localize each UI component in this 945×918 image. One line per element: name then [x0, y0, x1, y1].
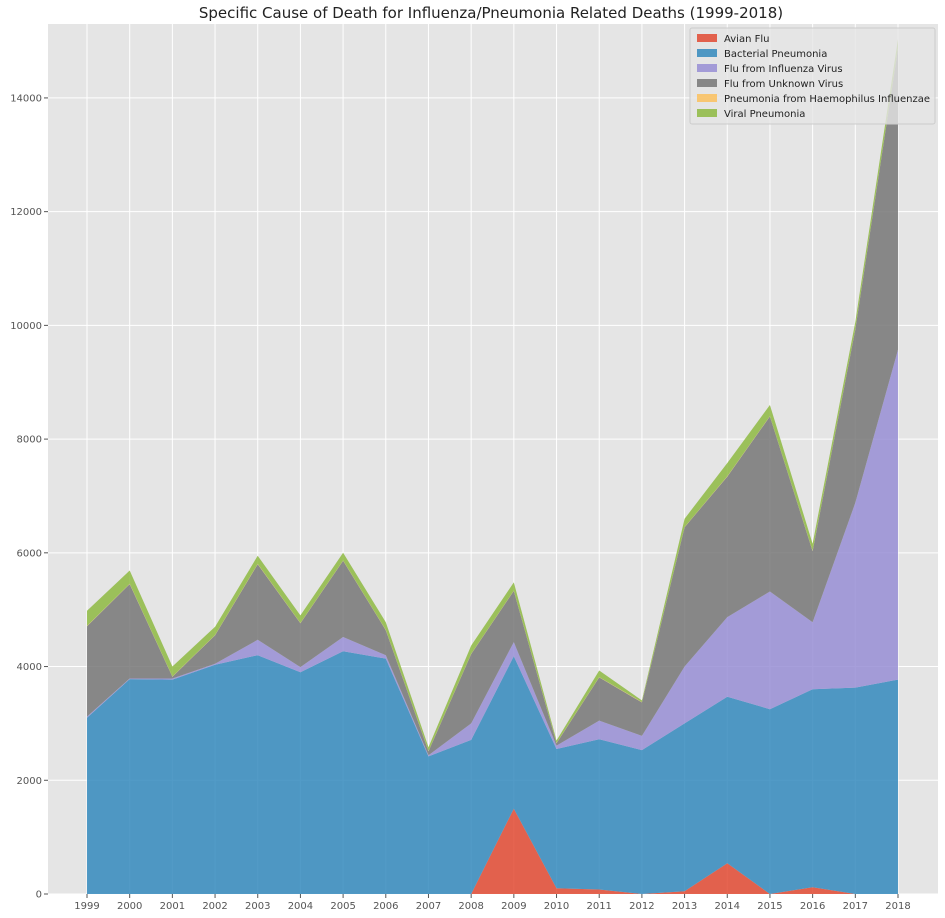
x-tick-label: 2016	[800, 901, 825, 912]
x-tick-label: 2015	[757, 901, 782, 912]
y-tick-label: 2000	[17, 776, 42, 787]
legend-label: Pneumonia from Haemophilus Influenzae	[724, 94, 930, 105]
area-series-avian-flu	[87, 808, 898, 894]
x-tick-label: 2000	[117, 901, 142, 912]
legend-box	[689, 27, 936, 125]
legend-swatch	[697, 34, 717, 42]
x-tick-label: 2006	[373, 901, 398, 912]
legend-label: Viral Pneumonia	[724, 109, 805, 120]
legend-label: Flu from Unknown Virus	[724, 79, 843, 90]
area-series-flu-from-influenza-virus	[87, 349, 898, 757]
x-tick-label: 2012	[629, 901, 654, 912]
chart-title: Specific Cause of Death for Influenza/Pn…	[199, 4, 783, 22]
x-tick-label: 2009	[501, 901, 526, 912]
legend-swatch	[697, 49, 717, 57]
x-tick-label: 2011	[586, 901, 611, 912]
y-tick-label: 6000	[17, 548, 42, 559]
area-series-bacterial-pneumonia	[87, 651, 898, 894]
x-tick-label: 2018	[885, 901, 910, 912]
x-tick-label: 2005	[330, 901, 355, 912]
x-tick-label: 2008	[458, 901, 483, 912]
y-axis-ticks: 0 2000 4000 6000 8000 10000 12000 14000	[10, 93, 48, 901]
area-series-flu-from-unknown-virus	[87, 48, 898, 756]
legend-label: Avian Flu	[724, 34, 769, 45]
legend-label: Bacterial Pneumonia	[724, 49, 827, 60]
x-axis-ticks: 1999 2000 2001 2002 2003 2004 2005 2006 2007 2008…	[74, 894, 911, 912]
legend-label: Flu from Influenza Virus	[724, 64, 843, 75]
x-tick-label: 2001	[160, 901, 185, 912]
stacked-areas	[87, 39, 898, 894]
x-tick-label: 2007	[416, 901, 441, 912]
x-tick-label: 2002	[202, 901, 227, 912]
y-tick-label: 14000	[10, 93, 42, 104]
legend-swatch	[697, 94, 717, 102]
y-tick-label: 4000	[17, 662, 42, 673]
legend-swatch	[697, 64, 717, 72]
x-tick-label: 2017	[843, 901, 868, 912]
x-tick-label: 2010	[544, 901, 569, 912]
x-tick-label: 1999	[74, 901, 99, 912]
x-tick-label: 2003	[245, 901, 270, 912]
legend: Avian Flu Bacterial Pneumonia Flu from Inf…	[689, 27, 936, 125]
x-tick-label: 2014	[715, 901, 740, 912]
legend-swatch	[697, 79, 717, 87]
y-tick-label: 0	[36, 890, 42, 901]
y-tick-label: 12000	[10, 207, 42, 218]
x-tick-label: 2004	[288, 901, 313, 912]
x-tick-label: 2013	[672, 901, 697, 912]
y-tick-label: 8000	[17, 435, 42, 446]
legend-swatch	[697, 109, 717, 117]
y-tick-label: 10000	[10, 321, 42, 332]
